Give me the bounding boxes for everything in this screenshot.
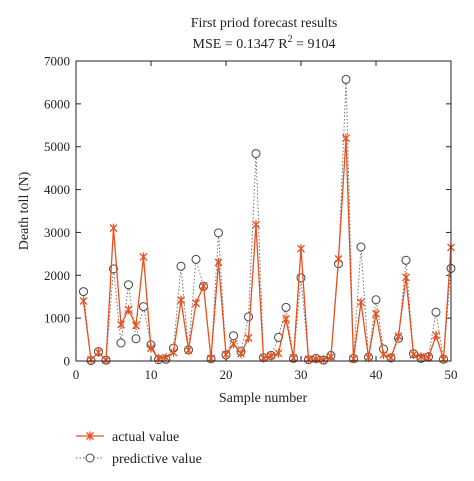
actual-point [409,350,418,360]
predictive-point [244,312,253,322]
x-tick-label: 50 [445,367,458,382]
actual-point [372,309,380,319]
plot-frame [75,60,452,362]
actual-point [124,305,133,315]
actual-point [357,297,365,307]
predictive-point [356,242,366,252]
y-tick-label: 1000 [44,311,70,326]
y-tick-label: 4000 [44,182,70,197]
actual-point [222,350,230,360]
predictive-point [131,334,141,344]
actual-point [342,133,350,143]
actual-point [439,354,448,364]
predictive-point [229,331,238,341]
subtitle-superscript: 2 [288,34,293,45]
actual-point [139,252,148,262]
actual-point [229,339,238,349]
actual-point [252,220,260,230]
subtitle-prefix: MSE = 0.1347 R [193,37,289,52]
actual-point [432,330,440,340]
predictive-line [83,79,452,362]
actual-point [169,347,178,357]
y-tick-label: 0 [64,354,71,369]
actual-point [274,348,283,358]
actual-point [117,320,125,330]
legend-actual-marker [86,431,94,441]
actual-point [147,343,155,353]
chart-title: First priod forecast results [191,16,338,31]
predictive-point [281,302,291,312]
predictive-point [371,295,381,305]
predictive-point [79,287,88,297]
x-axis-ticks: 0 10 20 30 40 50 [73,61,458,382]
y-tick-label: 6000 [44,96,70,111]
actual-point [199,281,208,291]
actual-point [417,352,425,362]
legend-predictive: predictive value [76,452,202,467]
actual-series [79,133,455,365]
actual-point [319,355,328,365]
actual-point [379,350,388,360]
actual-point [192,298,200,308]
predictive-point [214,228,223,238]
legend: actual value predictive value [76,430,202,467]
x-axis-label: Sample number [219,391,308,406]
predictive-point [176,261,186,271]
actual-point [87,355,95,365]
y-axis-label: Death toll (N) [17,171,32,250]
legend-actual-label: actual value [112,430,179,445]
y-tick-label: 2000 [44,268,70,283]
actual-point [177,295,185,305]
legend-predictive-label: predictive value [112,452,202,467]
y-tick-label: 7000 [44,54,70,69]
chart-subtitle: MSE = 0.1347 R2 = 9104 [193,34,336,52]
predictive-point [431,307,441,317]
actual-point [304,354,313,364]
actual-point [394,331,403,341]
actual-point [334,254,343,264]
y-tick-label: 3000 [44,225,70,240]
subtitle-suffix: = 9104 [293,37,336,52]
actual-point [297,244,305,254]
predictive-point [401,255,411,265]
actual-point [267,351,275,361]
actual-line [82,138,452,362]
actual-point [79,296,88,306]
actual-point [184,345,193,355]
actual-point [132,320,140,330]
predictive-point [341,74,351,84]
actual-point [402,272,410,282]
predictive-point [139,302,148,312]
actual-point [282,314,290,324]
x-tick-label: 40 [370,367,383,382]
actual-point [237,349,245,359]
actual-point [214,257,223,267]
x-tick-label: 0 [73,367,80,382]
x-tick-label: 30 [295,367,308,382]
actual-point [327,352,335,362]
legend-predictive-marker [85,453,95,463]
predictive-point [124,280,133,290]
actual-point [244,333,253,343]
y-axis-ticks: 0 1000 2000 3000 4000 5000 6000 7000 [44,54,451,369]
actual-point [109,223,118,233]
actual-point [94,347,103,357]
predictive-point [116,338,126,348]
legend-actual: actual value [76,430,179,445]
predictive-point [251,149,261,159]
actual-point [102,355,110,365]
x-tick-label: 10 [145,367,158,382]
y-tick-label: 5000 [44,139,70,154]
x-tick-label: 20 [220,367,233,382]
predictive-point [191,254,201,264]
